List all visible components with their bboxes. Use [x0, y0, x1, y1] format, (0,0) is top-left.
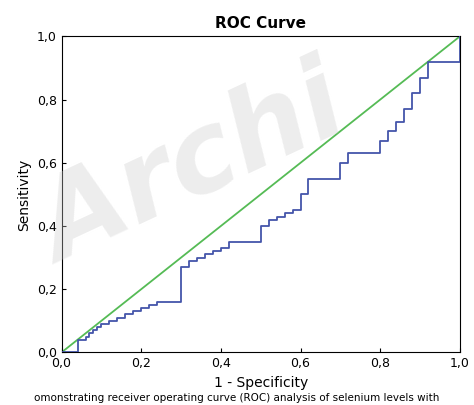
- Y-axis label: Sensitivity: Sensitivity: [17, 158, 31, 230]
- Title: ROC Curve: ROC Curve: [215, 16, 306, 31]
- Text: omonstrating receiver operating curve (ROC) analysis of selenium levels with: omonstrating receiver operating curve (R…: [34, 393, 440, 403]
- Text: Archi: Archi: [24, 52, 363, 286]
- X-axis label: 1 - Specificity: 1 - Specificity: [214, 376, 308, 390]
